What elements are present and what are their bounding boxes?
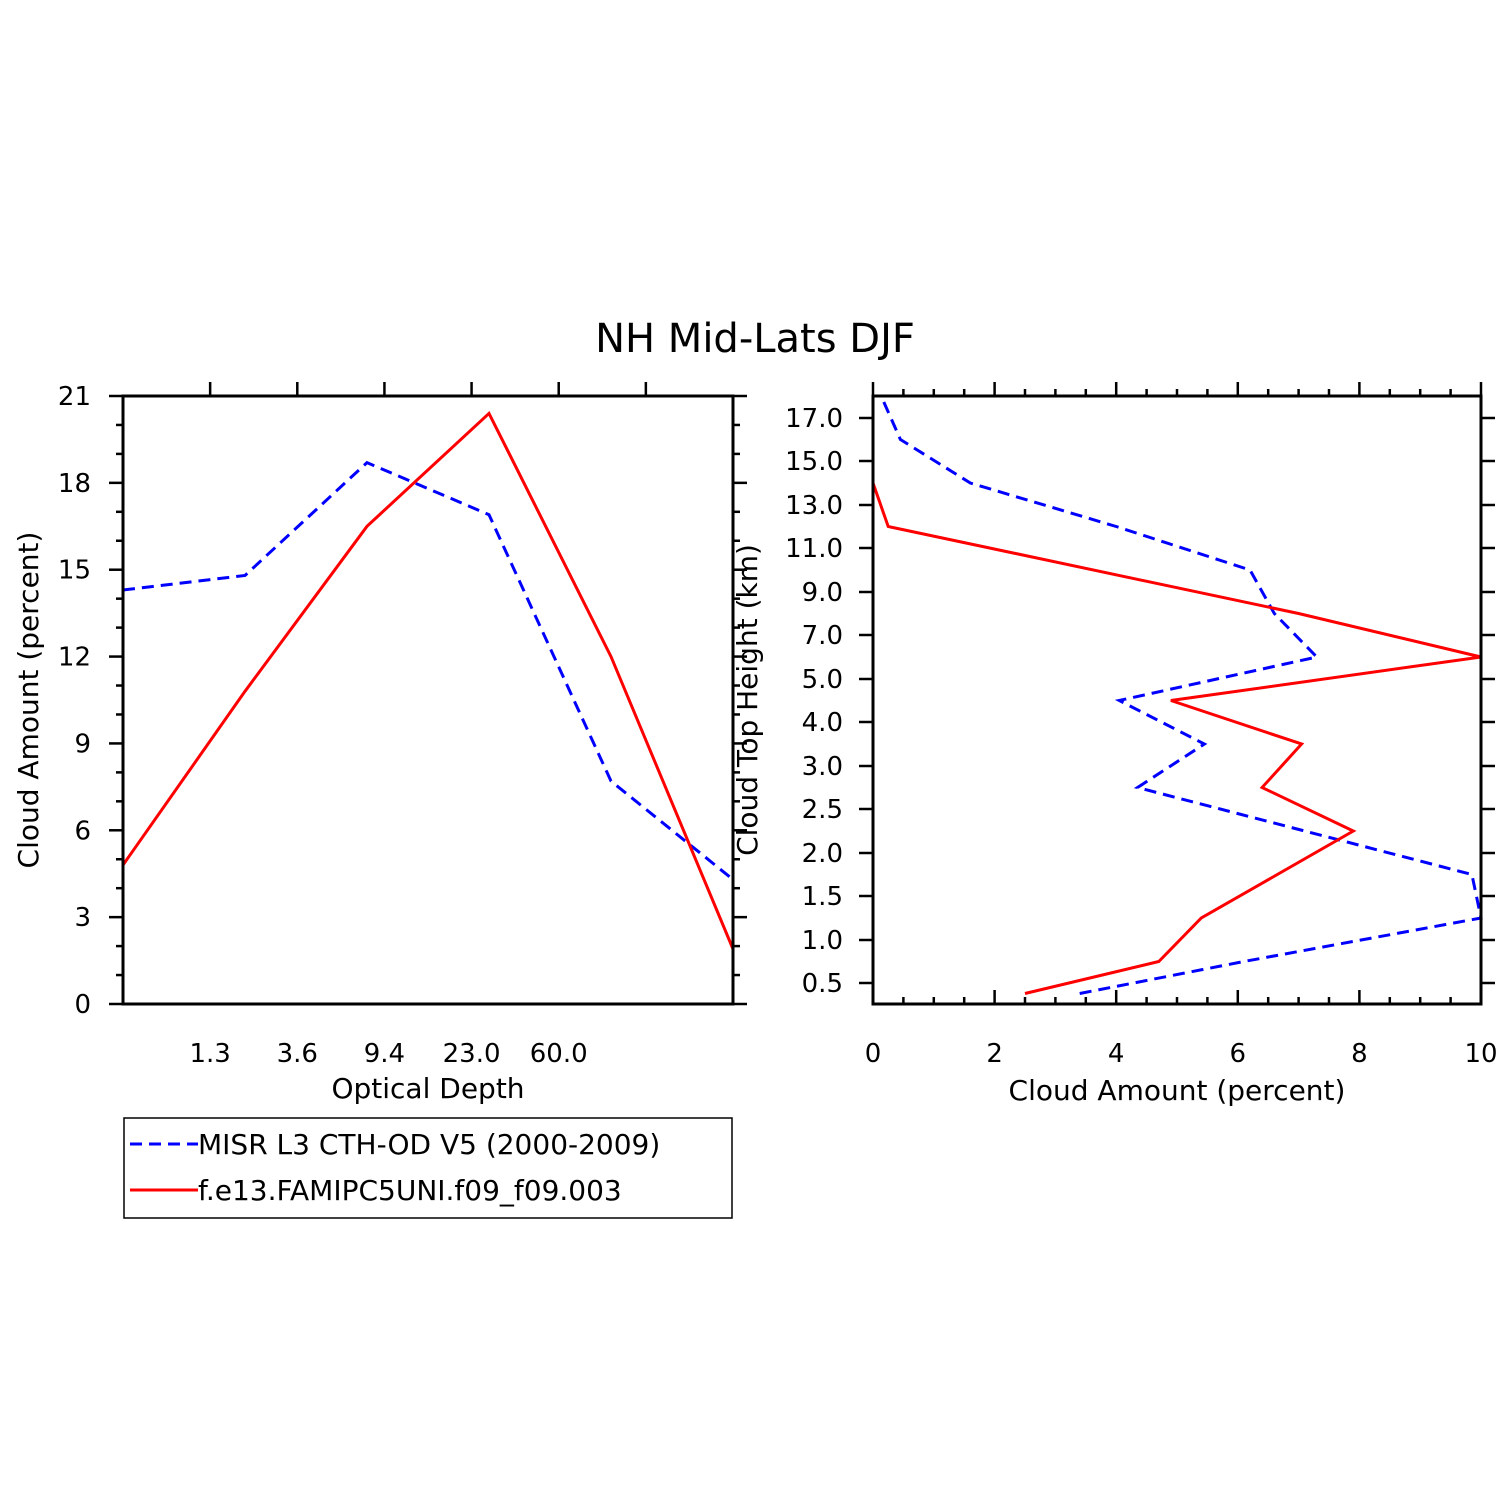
left-x-tick-label: 23.0: [443, 1039, 501, 1069]
left-y-tick-label: 21: [58, 382, 91, 412]
right-x-tick-label: 8: [1351, 1039, 1368, 1069]
right-y-tick-label: 7.0: [802, 621, 843, 651]
left-y-tick-label: 6: [74, 816, 91, 846]
legend-label-model: f.e13.FAMIPC5UNI.f09_f09.003: [198, 1174, 622, 1207]
right-y-tick-label: 9.0: [802, 578, 843, 608]
left-series-line-1: [121, 410, 735, 950]
right-x-tick-label: 2: [986, 1039, 1003, 1069]
right-y-tick-label: 1.0: [802, 926, 843, 956]
left-x-tick-label: 9.4: [364, 1039, 405, 1069]
left-chart-ticks: 1.3 3.6 9.4 23.0 60.0 0 3 6 9 12 15 18 21: [58, 382, 747, 1069]
left-x-tick-label: 3.6: [277, 1039, 318, 1069]
left-chart: 1.3 3.6 9.4 23.0 60.0 0 3 6 9 12 15 18 21 Optical De…: [12, 382, 747, 1105]
left-y-tick-label: 18: [58, 469, 91, 499]
left-x-tick-label: 60.0: [530, 1039, 588, 1069]
right-y-tick-label: 13.0: [785, 491, 843, 521]
legend-box: [123, 1117, 733, 1219]
right-chart-lines: [871, 397, 1483, 995]
right-y-tick-label: 2.5: [802, 795, 843, 825]
legend-label-misr: MISR L3 CTH-OD V5 (2000-2009): [198, 1128, 660, 1161]
right-x-tick-label: 0: [865, 1039, 882, 1069]
left-series-line-0: [122, 460, 734, 881]
left-chart-lines: [121, 410, 735, 950]
right-y-tick-label: 3.0: [802, 752, 843, 782]
right-y-tick-label: 17.0: [785, 404, 843, 434]
left-y-tick-label: 0: [74, 990, 91, 1020]
right-chart-xlabel: Cloud Amount (percent): [1009, 1074, 1346, 1107]
left-chart-xlabel: Optical Depth: [331, 1072, 524, 1105]
right-x-tick-label: 10: [1464, 1039, 1497, 1069]
right-chart-ticks: 0.5 1.0 1.5 2.0 2.5 3.0 4.0 5.0 7.0 9.0 11.0 13.0 15…: [785, 382, 1498, 1069]
right-y-tick-label: 5.0: [802, 665, 843, 695]
left-y-tick-label: 3: [74, 903, 91, 933]
left-chart-ylabel: Cloud Amount (percent): [12, 532, 45, 869]
left-chart-frame: [121, 394, 735, 1006]
right-series-line-1: [871, 482, 1482, 995]
left-y-tick-label: 12: [58, 643, 91, 673]
right-y-tick-label: 2.0: [802, 839, 843, 869]
figure-title: NH Mid-Lats DJF: [595, 316, 915, 362]
left-y-tick-label: 15: [58, 556, 91, 586]
left-x-tick-label: 1.3: [189, 1039, 230, 1069]
right-series-line-0: [880, 397, 1483, 995]
right-x-tick-label: 4: [1108, 1039, 1125, 1069]
left-y-tick-label: 9: [74, 729, 91, 759]
right-y-tick-label: 0.5: [802, 969, 843, 999]
right-y-tick-label: 1.5: [802, 882, 843, 912]
legend: MISR L3 CTH-OD V5 (2000-2009) f.e13.FAMI…: [123, 1117, 733, 1219]
right-chart: 0.5 1.0 1.5 2.0 2.5 3.0 4.0 5.0 7.0 9.0 11.0 13.0 15…: [731, 382, 1498, 1107]
right-y-tick-label: 15.0: [785, 447, 843, 477]
right-y-tick-label: 11.0: [785, 534, 843, 564]
right-x-tick-label: 6: [1230, 1039, 1247, 1069]
right-chart-ylabel: Cloud Top Height (km): [731, 544, 764, 856]
right-y-tick-label: 4.0: [802, 708, 843, 738]
